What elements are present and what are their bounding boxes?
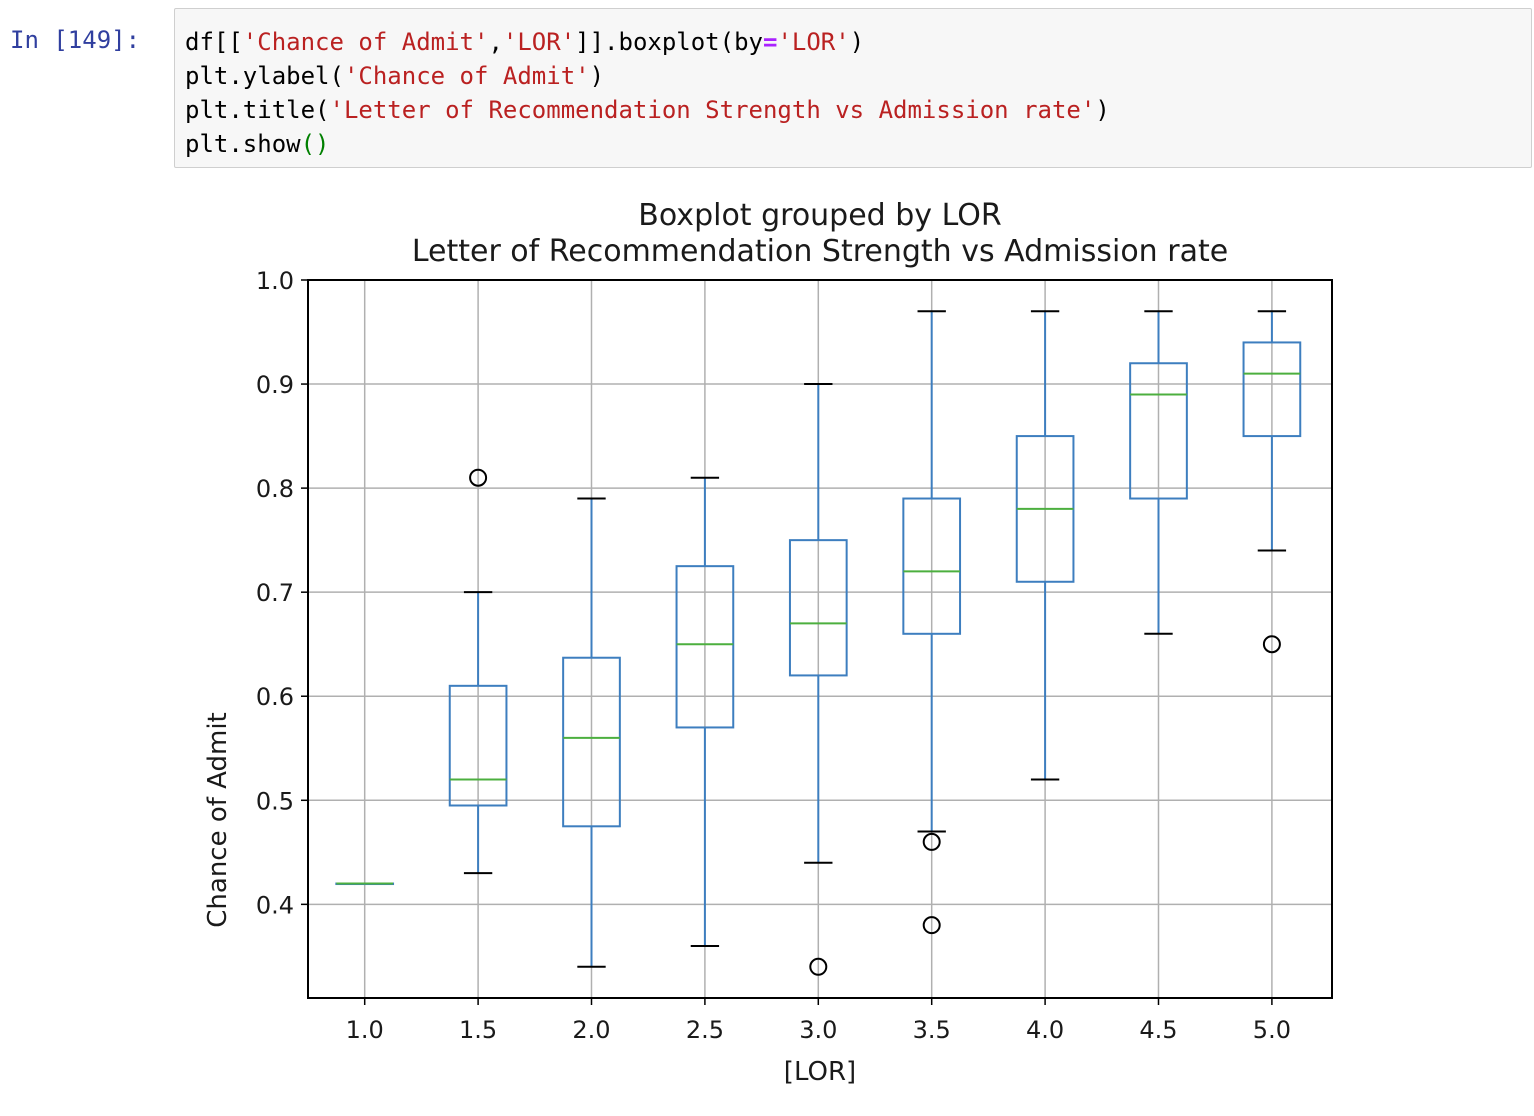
iqr-box (902, 497, 962, 635)
outlier-point (809, 957, 828, 976)
code-token: ) (1095, 96, 1110, 124)
code-token: 'Chance of Admit' (242, 28, 489, 56)
code-token: ]].boxplot(by (575, 28, 763, 56)
code-line: plt.show() (185, 127, 1110, 161)
box-group-lor-2.0 (562, 497, 621, 968)
x-tick-label: 3.0 (799, 1016, 837, 1044)
box-group-lor-3.0 (788, 383, 848, 976)
code-line: plt.ylabel('Chance of Admit') (185, 59, 1110, 93)
code-token: 'LOR' (777, 28, 850, 56)
code-token: = (762, 28, 778, 56)
x-tick-label: 1.0 (346, 1016, 384, 1044)
code-token: ) (849, 28, 865, 56)
iqr-box (448, 684, 508, 807)
x-tick-label: 3.5 (913, 1016, 951, 1044)
y-tick-label: 0.5 (256, 787, 294, 815)
iqr-box (1242, 341, 1302, 438)
iqr-box (562, 656, 621, 828)
y-tick-label: 0.6 (256, 683, 294, 711)
ticks-layer: 0.4 0.5 0.6 0.7 0.8 0.9 1.0 1.0 1.5 2.0 2.5 3.0 3.5 4… (256, 267, 1291, 1044)
x-tick-label: 4.0 (1026, 1016, 1064, 1044)
code-token: () (300, 130, 330, 158)
box-group-lor-1.0 (335, 882, 395, 886)
box-group-lor-5.0 (1242, 310, 1302, 654)
outlier-point (922, 916, 941, 935)
iqr-box (675, 565, 735, 729)
code-token: plt.show (185, 130, 301, 158)
box-group-lor-4.5 (1129, 310, 1188, 635)
chart-title: Boxplot grouped by LOR (638, 198, 1001, 233)
x-tick-label: 2.5 (686, 1016, 724, 1044)
y-tick-label: 0.4 (256, 891, 294, 919)
iqr-box (788, 539, 848, 677)
code-token: df[[ (185, 28, 243, 56)
code-line: df[['Chance of Admit','LOR']].boxplot(by… (185, 25, 1110, 59)
boxplot-chart: Boxplot grouped by LOR Letter of Recomme… (203, 198, 1333, 1087)
code-token: 'Letter of Recommendation Strength vs Ad… (329, 96, 1096, 124)
iqr-box (1129, 362, 1188, 500)
axes-frame (307, 279, 1333, 999)
box-group-lor-3.5 (902, 310, 962, 935)
y-tick-label: 0.9 (256, 371, 294, 399)
code-token: 'Chance of Admit' (343, 62, 590, 90)
code-editor[interactable]: df[['Chance of Admit','LOR']].boxplot(by… (185, 25, 1110, 161)
boxes-layer (335, 310, 1302, 976)
y-axis-label: Chance of Admit (203, 712, 233, 928)
x-tick-label: 2.0 (572, 1016, 610, 1044)
code-token: 'LOR' (502, 28, 576, 56)
x-tick-label: 4.5 (1139, 1016, 1177, 1044)
y-tick-label: 0.7 (256, 579, 294, 607)
code-cell-input[interactable]: df[['Chance of Admit','LOR']].boxplot(by… (174, 8, 1532, 168)
x-axis-label: [LOR] (784, 1057, 856, 1087)
code-token: plt.title( (185, 96, 330, 124)
code-token: plt.ylabel( (185, 62, 344, 90)
outlier-point (469, 468, 488, 487)
outlier-point (922, 832, 941, 851)
y-tick-label: 1.0 (256, 267, 294, 295)
box-group-lor-4.0 (1015, 310, 1075, 781)
grid-lines (308, 279, 1332, 998)
code-line: plt.title('Letter of Recommendation Stre… (185, 93, 1110, 127)
cell-prompt: In [149]: (10, 26, 141, 54)
x-tick-label: 5.0 (1253, 1016, 1291, 1044)
code-token: ) (589, 62, 605, 90)
code-token: , (488, 28, 503, 56)
outlier-point (1262, 635, 1281, 654)
chart-subtitle: Letter of Recommendation Strength vs Adm… (412, 234, 1228, 269)
box-group-lor-2.5 (675, 476, 735, 947)
y-tick-label: 0.8 (256, 475, 294, 503)
x-tick-label: 1.5 (459, 1016, 497, 1044)
box-group-lor-1.5 (448, 468, 508, 875)
